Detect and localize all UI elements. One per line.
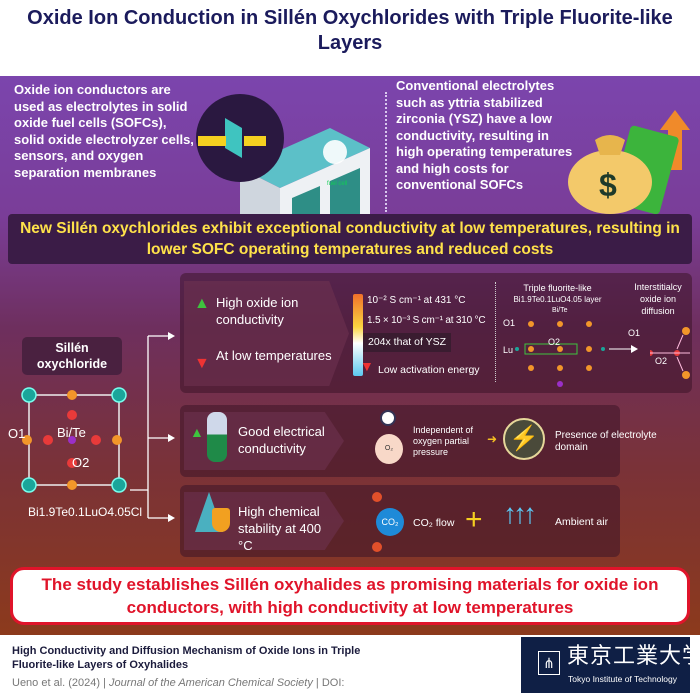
arrow-right-icon: ➜: [487, 432, 498, 446]
tokyo-tech-logo: ⋔ 東京工業大学 Tokyo Institute of Technology: [521, 637, 700, 693]
intro-right-text: Conventional electrolytes such as yttria…: [396, 78, 573, 192]
conductor-cylinder-icon: [207, 412, 227, 462]
divider: [495, 282, 496, 382]
fuel-cell-label: fuel cell: [327, 181, 348, 187]
up-arrow-icon: ▲: [194, 295, 210, 312]
diffusion-diagram: [650, 327, 690, 379]
doi: DOI:: [321, 677, 345, 689]
dollar-sign: $: [599, 167, 617, 203]
conductivity-chevron: [184, 281, 349, 386]
logo-english: Tokyo Institute of Technology: [568, 674, 677, 684]
up-arrow-icon: ▲: [190, 424, 204, 440]
temperature-bar: [353, 294, 363, 376]
conductivity-value-310: 1.5 × 10⁻³ S cm⁻¹ at 310 °C: [367, 315, 486, 326]
pressure-gauge-icon: [380, 410, 396, 426]
crystal-structure-diagram: [21, 387, 127, 493]
oxygen-flask-icon: O₂: [375, 434, 403, 464]
branch-arrows: [130, 332, 175, 522]
oxygen-atom: [372, 492, 382, 502]
chemical-stability-text: High chemical stability at 400 °C: [238, 504, 322, 553]
ysz-comparison: 204x that of YSZ: [363, 333, 452, 352]
paper-title: High Conductivity and Diffusion Mechanis…: [12, 645, 361, 671]
citation: Ueno et al. (2024) | Journal of the Amer…: [12, 677, 345, 689]
o2-label: O2: [548, 337, 561, 347]
high-conductivity-text: High oxide ion conductivity: [216, 295, 299, 327]
layer-formula: Bi1.9Te0.1LuO4.05 layer: [513, 295, 602, 304]
conductivity-value-431: 10⁻² S cm⁻¹ at 431 °C: [367, 295, 466, 306]
diffusion-title: Interstitialcy oxide ion diffusion: [634, 282, 682, 316]
oxygen-atom: [372, 542, 382, 552]
money-bag-icon: $: [568, 110, 690, 215]
bite-label: Bi/Te: [57, 425, 86, 440]
bite-legend: Bi/Te: [552, 307, 568, 314]
layer-title: Triple fluorite-like: [523, 283, 592, 293]
shield-icon: [212, 508, 230, 532]
electrical-conductivity-text: Good electrical conductivity: [238, 424, 325, 456]
lightning-icon: ⚡: [503, 418, 545, 460]
diffusion-o1: O1: [628, 328, 641, 338]
o2-label: O2: [72, 455, 90, 470]
formula-label: Bi1.9Te0.1LuO4.05Cl: [28, 505, 143, 519]
key-finding-banner: New Sillén oxychlorides exhibit exceptio…: [8, 214, 692, 264]
logo-japanese: 東京工業大学: [567, 643, 700, 668]
o1-label: O1: [8, 426, 26, 441]
partial-pressure-text: Independent of oxygen partial pressure: [413, 425, 474, 457]
co2-flow-text: CO₂ flow: [413, 517, 455, 529]
low-temperature-text: At low temperatures: [216, 348, 332, 363]
page-title: Oxide Ion Conduction in Sillén Oxychlori…: [27, 7, 673, 54]
ambient-air-text: Ambient air: [555, 516, 609, 528]
plus-icon: +: [465, 503, 483, 536]
co2-molecule-icon: CO₂: [376, 508, 404, 536]
divider: [385, 92, 387, 212]
activation-energy-text: Low activation energy: [378, 364, 480, 376]
air-flow-icon: ↑↑↑: [503, 498, 537, 529]
fluorite-layer-diagram: [515, 321, 638, 387]
university-emblem-icon: ⋔: [538, 651, 560, 675]
down-arrow-icon: ▼: [194, 355, 210, 372]
sillen-oxychloride-label: Sillén oxychloride: [22, 337, 122, 375]
down-arrow-icon: ▼: [360, 358, 374, 374]
o1-label: O1: [503, 318, 516, 328]
authors: Ueno et al. (2024): [12, 677, 101, 689]
lu-label: Lu: [503, 345, 514, 355]
diffusion-o2: O2: [655, 356, 668, 366]
intro-left-text: Oxide ion conductors are used as electro…: [14, 82, 194, 180]
conclusion-banner: The study establishes Sillén oxyhalides …: [10, 567, 690, 625]
electrolyte-domain-text: Presence of electrolyte domain: [555, 430, 657, 453]
journal: Journal of the American Chemical Society: [109, 677, 313, 689]
